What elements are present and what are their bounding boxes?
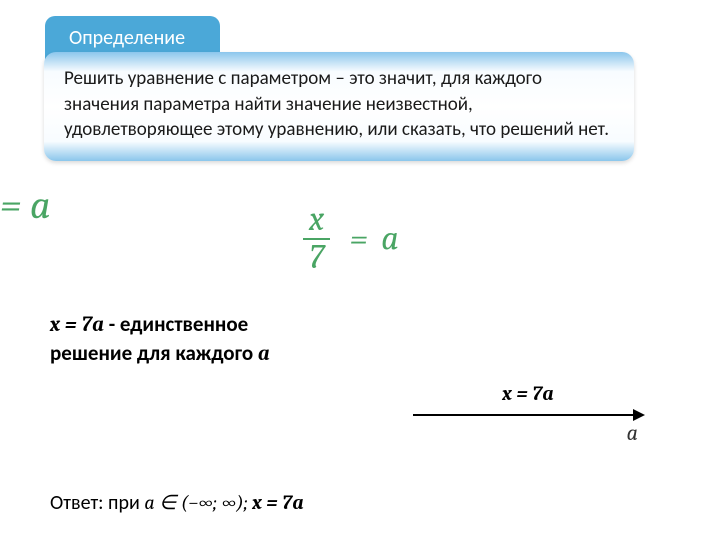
solution-dash: - [109,311,120,337]
equation-partial-left: = a [0,182,51,228]
tab-label: Определение [69,26,185,50]
solution-line2: решение для каждого [50,340,258,366]
answer-condition: a ∈ (−∞; ∞); [144,491,252,514]
answer-solution: x = 7a [252,491,303,514]
solution-text: x = 7a - единственное решение для каждог… [50,310,390,369]
definition-box: Решить уравнение с параметром – это знач… [44,52,634,161]
answer-prefix: Ответ: при [50,491,144,515]
fraction: x 7 [303,202,330,275]
equation-partial-left-text: = a [0,182,51,228]
fraction-equation: x 7 = a [303,202,399,275]
fraction-numerator: x [303,202,330,238]
solution-equation: x = 7a [50,313,104,337]
solution-line1: единственное [120,311,248,337]
arrow-top-label-text: x = 7a [502,382,553,405]
definition-text: Решить уравнение с параметром – это знач… [64,67,609,141]
arrow-top-label: x = 7a [388,382,668,406]
number-line: x = 7a a [388,382,668,446]
fraction-rhs: a [381,219,399,259]
solution-param: a [258,342,270,366]
fraction-denominator: 7 [303,238,330,276]
arrow-axis-label: a [388,420,668,446]
arrow-head-icon [633,409,645,421]
arrow-line [413,414,643,416]
fraction-equals: = [338,219,374,259]
answer-line: Ответ: при a ∈ (−∞; ∞); x = 7a [50,490,304,515]
